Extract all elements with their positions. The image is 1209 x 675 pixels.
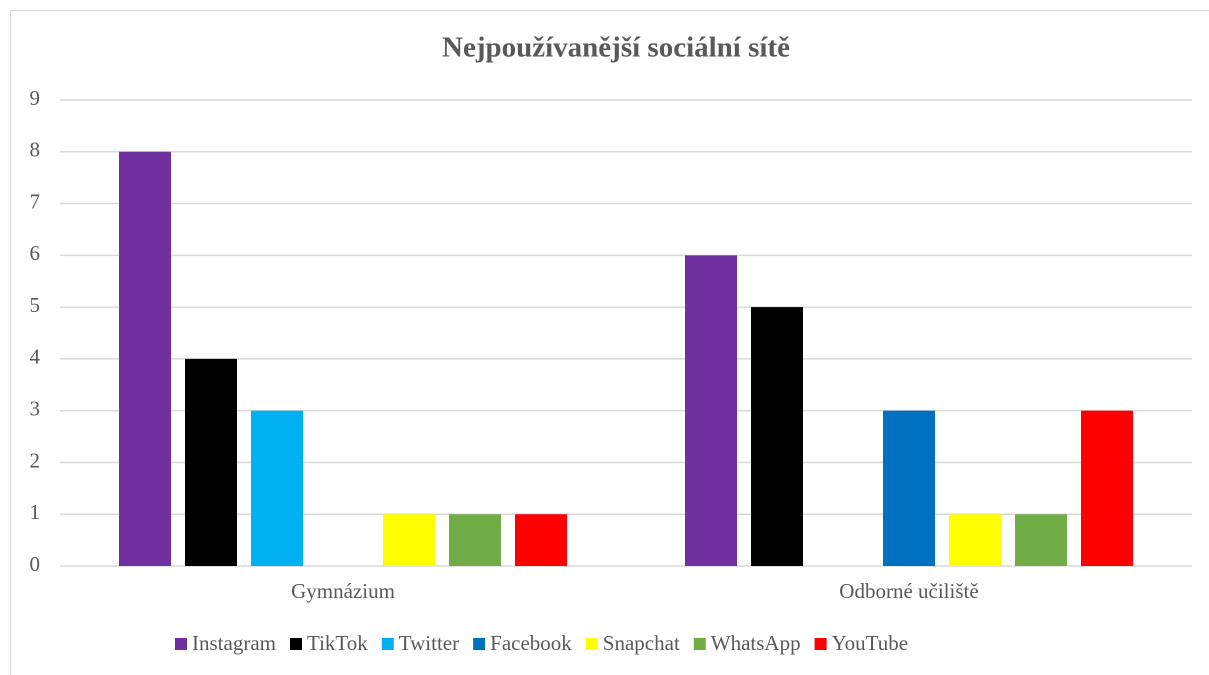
y-tick-label: 6 [30, 241, 41, 265]
legend-label: YouTube [832, 631, 908, 655]
y-tick-label: 5 [30, 293, 41, 317]
bar [185, 358, 237, 566]
y-tick-label: 1 [30, 500, 41, 524]
legend-swatch [585, 638, 598, 650]
chart-title: Nejpoužívanější sociální sítě [442, 32, 790, 64]
x-tick-label: Odborné učiliště [839, 579, 978, 603]
legend-label: Instagram [192, 631, 276, 655]
bar [883, 410, 935, 566]
y-tick-label: 8 [30, 138, 41, 162]
x-tick-label: Gymnázium [291, 579, 395, 603]
bar [1081, 410, 1133, 566]
bar [251, 410, 303, 566]
bar [119, 151, 171, 566]
legend-swatch [693, 638, 706, 650]
legend-swatch [381, 638, 394, 650]
legend-label: Facebook [490, 631, 572, 655]
bar [751, 307, 803, 566]
y-tick-label: 7 [30, 189, 41, 213]
legend-swatch [289, 638, 302, 650]
bar [685, 255, 737, 567]
legend-label: Twitter [399, 631, 459, 655]
bar [449, 514, 501, 566]
legend-swatch [175, 638, 187, 650]
y-tick-label: 0 [30, 552, 41, 576]
bar [383, 514, 435, 566]
bar [1015, 514, 1067, 566]
legend-label: TikTok [307, 631, 368, 655]
legend-swatch [814, 638, 827, 650]
y-tick-label: 9 [30, 86, 41, 110]
y-tick-label: 3 [30, 396, 41, 420]
legend-swatch [473, 638, 486, 650]
chart-frame [10, 10, 1209, 675]
y-tick-label: 2 [30, 448, 41, 472]
legend-label: WhatsApp [711, 631, 801, 655]
y-tick-label: 4 [30, 345, 41, 369]
bar [949, 514, 1001, 566]
bar [515, 514, 567, 566]
legend-label: Snapchat [603, 631, 680, 655]
